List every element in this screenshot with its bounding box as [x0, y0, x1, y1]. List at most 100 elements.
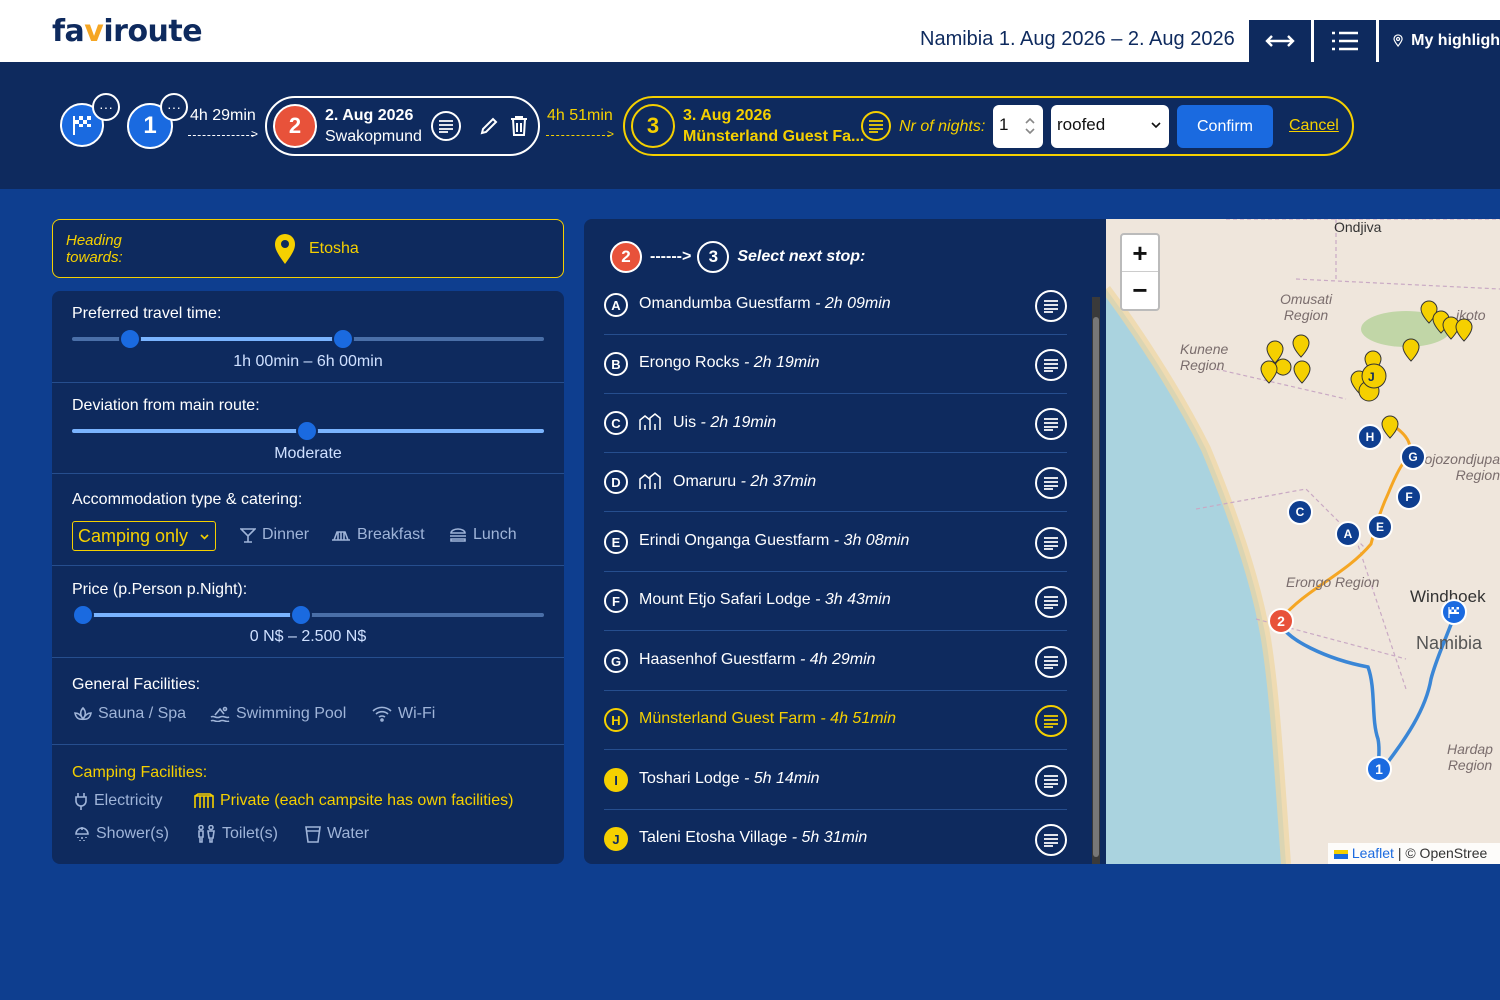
- plug-icon: [75, 793, 87, 810]
- heading-towards-box[interactable]: Heading towards: Etosha: [52, 219, 564, 278]
- details-lines-icon: [1044, 656, 1058, 669]
- details-lines-icon: [1044, 715, 1058, 728]
- dinner-option[interactable]: Dinner: [240, 526, 309, 544]
- list-item[interactable]: A Omandumba Guestfarm - 2h 09min: [604, 276, 1067, 335]
- stop-3-details-button[interactable]: [861, 111, 891, 141]
- item-details-button[interactable]: [1035, 408, 1067, 440]
- map-marker-h[interactable]: H: [1357, 424, 1383, 450]
- stop-2-details-button[interactable]: [431, 111, 461, 141]
- map-terrain: [1106, 219, 1500, 864]
- toilet-option[interactable]: Toilet(s): [196, 825, 278, 843]
- deviation-section: Deviation from main route: Moderate: [52, 383, 564, 474]
- map-marker-start[interactable]: [1441, 599, 1467, 625]
- map-label-windhoek: Windhoek: [1410, 587, 1486, 606]
- price-max-handle[interactable]: [290, 604, 312, 626]
- faviroute-logo[interactable]: faviroute: [52, 14, 203, 49]
- next-stop-header: 2 ------> 3 Select next stop:: [610, 241, 865, 273]
- price-fill: [83, 613, 301, 617]
- item-details-button[interactable]: [1035, 467, 1067, 499]
- delete-trash-icon[interactable]: [510, 115, 528, 137]
- wifi-option[interactable]: Wi-Fi: [372, 705, 435, 723]
- header-arrow: ------>: [650, 248, 692, 265]
- item-details-button[interactable]: [1035, 290, 1067, 322]
- nights-input[interactable]: 1: [993, 105, 1043, 148]
- private-facilities-option[interactable]: Private (each campsite has own facilitie…: [194, 792, 513, 810]
- item-details-button[interactable]: [1035, 527, 1067, 559]
- map-marker-f[interactable]: F: [1396, 484, 1422, 510]
- price-min-handle[interactable]: [72, 604, 94, 626]
- list-item[interactable]: D Omaruru - 2h 37min: [604, 453, 1067, 512]
- electricity-option[interactable]: Electricity: [74, 792, 162, 810]
- spa-lotus-icon: [74, 706, 92, 721]
- map-marker-e[interactable]: E: [1367, 514, 1393, 540]
- stepper-arrows-icon[interactable]: [1023, 115, 1037, 137]
- zoom-in-button[interactable]: +: [1122, 235, 1158, 272]
- lunch-option[interactable]: Lunch: [449, 526, 517, 544]
- item-letter-badge: A: [604, 293, 628, 317]
- top-bar: faviroute Namibia 1. Aug 2026 – 2. Aug 2…: [0, 0, 1500, 62]
- item-details-button[interactable]: [1035, 765, 1067, 797]
- travel-time-max-handle[interactable]: [332, 328, 354, 350]
- trip-title: Namibia 1. Aug 2026 – 2. Aug 2026: [920, 28, 1235, 50]
- map-marker-c[interactable]: C: [1287, 499, 1313, 525]
- sauna-option[interactable]: Sauna / Spa: [74, 705, 186, 723]
- scrollbar-thumb[interactable]: [1093, 317, 1099, 857]
- list-item[interactable]: E Erindi Onganga Guestfarm - 3h 08min: [604, 513, 1067, 572]
- item-details-button[interactable]: [1035, 824, 1067, 856]
- list-view-button[interactable]: [1314, 20, 1376, 62]
- list-item[interactable]: J Taleni Etosha Village - 5h 31min: [604, 810, 1067, 869]
- map-label-namibia: Namibia: [1416, 633, 1483, 653]
- town-buildings-icon: [639, 413, 661, 430]
- item-details-button[interactable]: [1035, 646, 1067, 678]
- shower-option[interactable]: Shower(s): [74, 825, 169, 843]
- list-scrollbar[interactable]: [1092, 297, 1100, 864]
- item-duration: - 2h 19min: [696, 414, 777, 431]
- my-highlights-button[interactable]: My highligh: [1379, 20, 1500, 62]
- water-option[interactable]: Water: [305, 825, 369, 843]
- stop-1-more-button[interactable]: ···: [160, 93, 188, 121]
- edit-pencil-icon[interactable]: [479, 116, 499, 136]
- item-details-button[interactable]: [1035, 586, 1067, 618]
- stop-2-card[interactable]: 2 2. Aug 2026 Swakopmund: [265, 96, 540, 156]
- yellow-pins: J: [1260, 300, 1473, 439]
- cancel-link[interactable]: Cancel: [1289, 117, 1339, 134]
- map-marker-stop-2[interactable]: 2: [1268, 608, 1294, 634]
- deviation-value: Moderate: [274, 445, 342, 462]
- stop-3-card: 3 3. Aug 2026 Münsterland Guest Fa... Nr…: [623, 96, 1354, 156]
- start-more-button[interactable]: ···: [92, 93, 120, 121]
- item-name: Münsterland Guest Farm: [639, 710, 816, 727]
- list-item[interactable]: B Erongo Rocks - 2h 19min: [604, 335, 1067, 394]
- room-type-select[interactable]: roofed: [1051, 105, 1169, 148]
- map-marker-a[interactable]: A: [1335, 521, 1361, 547]
- attribution-text: | © OpenStree: [1393, 845, 1488, 861]
- confirm-button[interactable]: Confirm: [1177, 105, 1273, 148]
- list-item[interactable]: I Toshari Lodge - 5h 14min: [604, 751, 1067, 810]
- deviation-label: Deviation from main route:: [72, 397, 260, 414]
- swap-direction-button[interactable]: [1249, 20, 1311, 62]
- item-letter-badge: I: [604, 768, 628, 792]
- map-marker-stop-1[interactable]: 1: [1366, 756, 1392, 782]
- map-marker-g[interactable]: G: [1400, 444, 1426, 470]
- zoom-out-button[interactable]: −: [1132, 275, 1148, 305]
- breakfast-option[interactable]: Breakfast: [331, 526, 425, 544]
- map-attribution: Leaflet | © OpenStree: [1328, 843, 1500, 864]
- route-arrow: [546, 135, 610, 136]
- price-value: 0 N$ – 2.500 N$: [249, 628, 367, 645]
- list-item-selected[interactable]: H Münsterland Guest Farm - 4h 51min: [604, 691, 1067, 750]
- item-details-button[interactable]: [1035, 349, 1067, 381]
- item-details-button[interactable]: [1035, 705, 1067, 737]
- travel-time-min-handle[interactable]: [119, 328, 141, 350]
- leaflet-link[interactable]: Leaflet: [1351, 845, 1394, 861]
- general-facilities-section: General Facilities: Sauna / Spa Swimming…: [52, 658, 564, 745]
- svg-text:J: J: [1368, 370, 1375, 384]
- list-item[interactable]: F Mount Etjo Safari Lodge - 3h 43min: [604, 572, 1067, 631]
- arrow-head-icon: >: [251, 127, 259, 141]
- list-item[interactable]: G Haasenhof Guestfarm - 4h 29min: [604, 632, 1067, 691]
- deviation-handle[interactable]: [296, 420, 318, 442]
- duration-1-2: 4h 29min: [190, 107, 256, 124]
- list-item[interactable]: C Uis - 2h 19min: [604, 394, 1067, 453]
- accommodation-type-select[interactable]: Camping only: [72, 521, 216, 551]
- swimming-pool-option[interactable]: Swimming Pool: [210, 705, 346, 723]
- map[interactable]: + − Ondjiva Omusati Region Kunene Region…: [1106, 219, 1500, 864]
- swimming-icon: [210, 706, 230, 722]
